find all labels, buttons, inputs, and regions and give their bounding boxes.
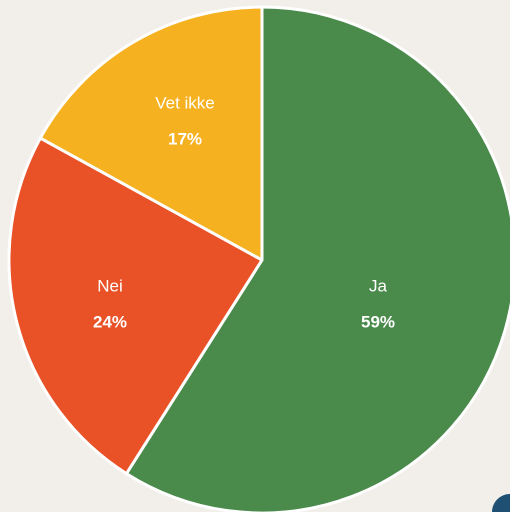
slice-label: Ja (369, 276, 388, 295)
slice-value: 24% (93, 312, 127, 331)
slice-value: 17% (168, 129, 202, 148)
corner-icon (492, 494, 510, 512)
slice-label: Vet ikke (155, 93, 215, 112)
pie-slice (124, 5, 510, 512)
slice-label: Nei (97, 276, 123, 295)
pie-slice (7, 136, 264, 476)
slice-value: 59% (361, 312, 395, 331)
pie-slice (38, 5, 264, 262)
